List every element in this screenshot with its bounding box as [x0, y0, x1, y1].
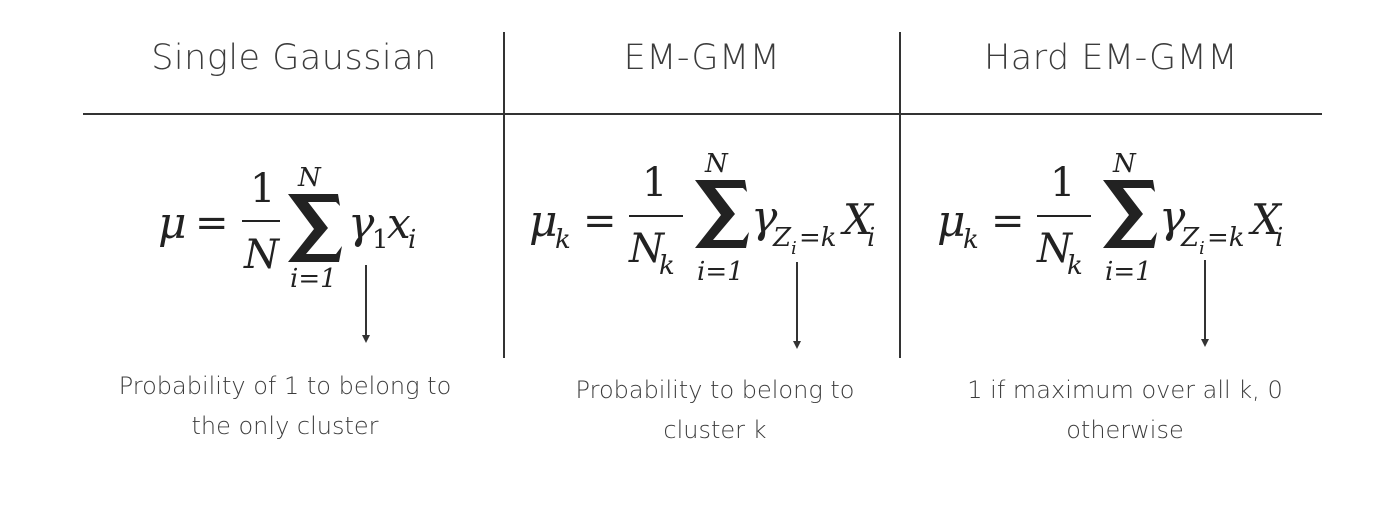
equals-sign: =	[991, 198, 1025, 244]
gamma-symbol: γ	[348, 198, 375, 249]
equals-sign: =	[195, 200, 229, 246]
arrow-3-line	[1204, 260, 1206, 339]
sum-lower-limit: i=1	[290, 264, 337, 294]
formula-hard-em-gmm: μ k = 1 N k N i=1 γ Z i =k X i	[937, 149, 1283, 287]
sum-upper-limit: N	[297, 163, 322, 193]
arrow-down-icon	[1201, 339, 1209, 347]
caption-line: 1 if maximum over all k, 0	[967, 376, 1283, 404]
summation-icon	[288, 194, 342, 262]
denominator-subscript: k	[659, 251, 675, 281]
gamma-subscript-eq-k: =k	[1207, 223, 1245, 253]
sum-upper-limit: N	[704, 149, 729, 179]
caption-line: otherwise	[1066, 416, 1184, 444]
arrow-down-icon	[362, 335, 370, 343]
fraction-denominator: N	[243, 232, 281, 278]
column-title-single-gaussian: Single Gaussian	[151, 38, 437, 78]
mu-subscript: k	[963, 225, 979, 255]
mu-subscript: k	[555, 225, 571, 255]
gamma-subscript-i: i	[791, 238, 797, 259]
gamma-subscript: 1	[372, 225, 389, 255]
variable-x: x	[387, 199, 411, 248]
caption-single-gaussian: Probability of 1 to belong to the only c…	[95, 366, 475, 446]
formula-single-gaussian: μ = 1 N N i=1 γ 1 x i	[158, 163, 416, 294]
fraction-denominator: N	[628, 226, 666, 272]
caption-hard-em-gmm: 1 if maximum over all k, 0 otherwise	[945, 370, 1305, 450]
caption-em-gmm: Probability to belong to cluster k	[545, 370, 885, 450]
column-divider-2	[899, 32, 901, 358]
gamma-subscript-i: i	[1199, 238, 1205, 259]
variable-subscript: i	[867, 223, 875, 253]
mu-symbol: μ	[529, 196, 558, 247]
variable-subscript: i	[1275, 223, 1283, 253]
column-divider-1	[503, 32, 505, 358]
gamma-symbol: γ	[751, 192, 778, 243]
mu-symbol: μ	[158, 198, 187, 249]
arrow-down-icon	[793, 341, 801, 349]
sum-lower-limit: i=1	[697, 257, 744, 287]
gamma-subscript-z: Z	[772, 223, 792, 253]
variable-x: X	[1248, 195, 1283, 244]
gamma-subscript-eq-k: =k	[799, 223, 837, 253]
arrow-2-line	[796, 262, 798, 341]
summation-icon	[1103, 180, 1157, 248]
summation-icon	[695, 180, 749, 248]
caption-line: the only cluster	[191, 412, 379, 440]
caption-line: cluster k	[663, 416, 767, 444]
caption-line: Probability of 1 to belong to	[118, 372, 452, 400]
caption-line: Probability to belong to	[575, 376, 855, 404]
fraction-denominator: N	[1036, 226, 1074, 272]
fraction-numerator: 1	[1050, 160, 1075, 206]
fraction-numerator: 1	[642, 160, 667, 206]
mu-symbol: μ	[937, 196, 966, 247]
equals-sign: =	[583, 198, 617, 244]
gamma-symbol: γ	[1159, 192, 1186, 243]
variable-subscript: i	[408, 225, 416, 255]
formula-em-gmm: μ k = 1 N k N i=1 γ Z i =k X i	[529, 149, 875, 287]
sum-lower-limit: i=1	[1105, 257, 1152, 287]
gamma-subscript-z: Z	[1180, 223, 1200, 253]
arrow-1-line	[365, 265, 367, 335]
sum-upper-limit: N	[1112, 149, 1137, 179]
fraction-numerator: 1	[250, 166, 275, 212]
column-title-hard-em-gmm: Hard EM-GMM	[983, 38, 1239, 78]
denominator-subscript: k	[1067, 251, 1083, 281]
variable-x: X	[840, 195, 875, 244]
header-divider	[83, 113, 1322, 115]
column-title-em-gmm: EM-GMM	[623, 38, 781, 78]
